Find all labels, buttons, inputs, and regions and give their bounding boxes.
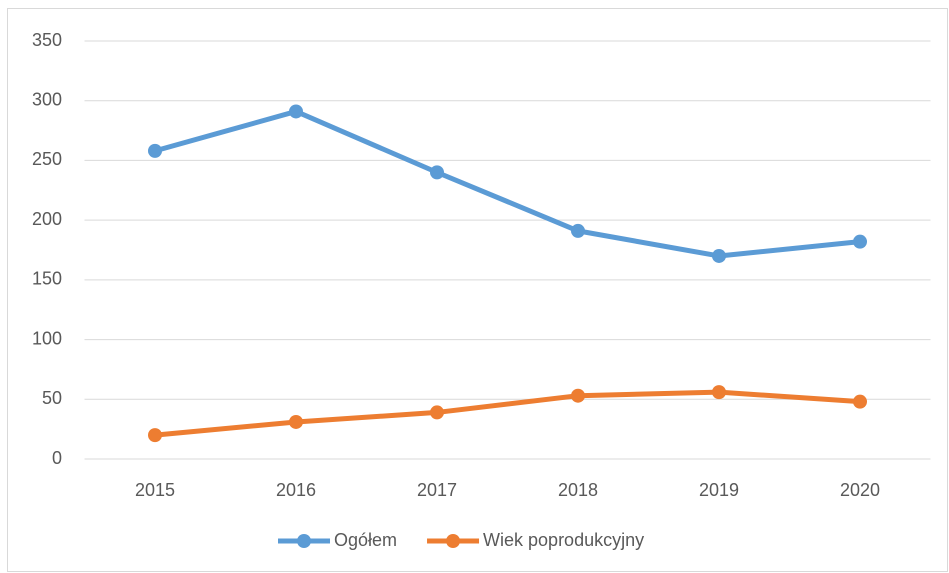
- x-tick-label: 2020: [840, 480, 880, 500]
- data-point: [712, 248, 726, 263]
- data-point: [148, 428, 162, 443]
- data-point: [430, 405, 444, 420]
- data-point: [853, 394, 867, 409]
- y-tick-label: 0: [52, 448, 62, 468]
- y-tick-label: 250: [32, 149, 62, 169]
- series-line: [152, 389, 863, 438]
- y-tick-label: 300: [32, 89, 62, 109]
- x-tick-label: 2016: [276, 480, 316, 500]
- data-point: [571, 388, 585, 403]
- y-tick-label: 50: [42, 388, 62, 408]
- y-tick-label: 350: [32, 30, 62, 50]
- x-tick-label: 2018: [558, 480, 598, 500]
- data-point: [853, 234, 867, 249]
- legend-marker: [446, 534, 461, 548]
- data-point: [289, 414, 303, 429]
- data-point: [712, 385, 726, 400]
- x-tick-label: 2017: [417, 480, 457, 500]
- chart-border: [7, 8, 948, 572]
- data-point: [289, 104, 303, 119]
- y-tick-label: 200: [32, 209, 62, 229]
- data-point: [571, 223, 585, 238]
- series-line: [152, 108, 863, 259]
- y-tick-label: 100: [32, 328, 62, 348]
- legend-label: Ogółem: [334, 530, 397, 550]
- legend-marker: [297, 534, 311, 548]
- x-tick-label: 2019: [699, 480, 739, 500]
- legend-label: Wiek poprodukcyjny: [483, 530, 644, 550]
- data-point: [430, 165, 444, 180]
- x-tick-label: 2015: [135, 480, 175, 500]
- data-point: [148, 143, 162, 158]
- y-tick-label: 150: [32, 269, 62, 289]
